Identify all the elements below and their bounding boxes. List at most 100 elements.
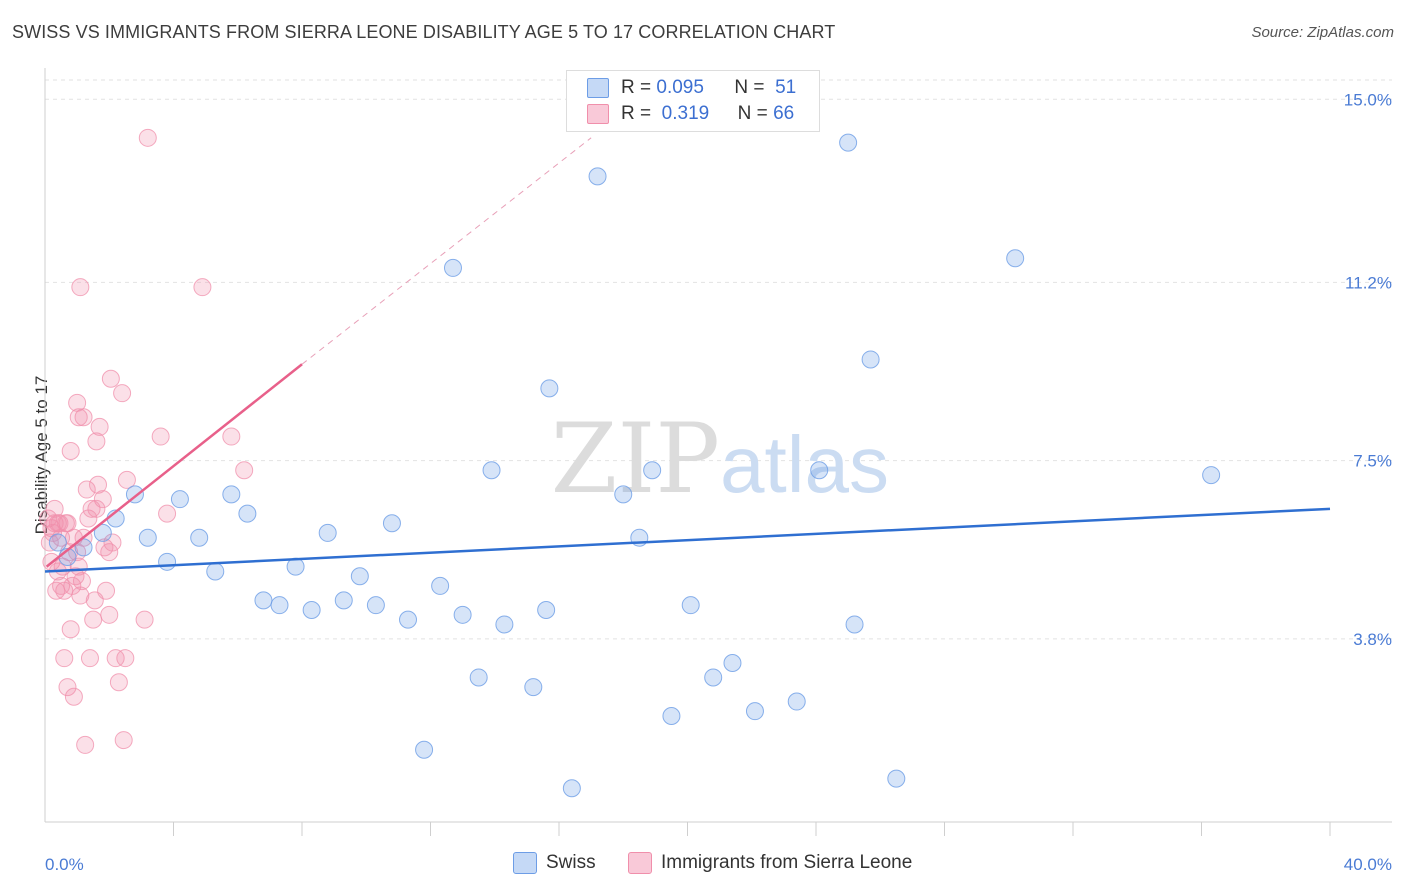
sierra-point bbox=[114, 731, 133, 750]
swiss-point bbox=[382, 514, 401, 533]
legend-row-sierra: R = 0.319 N = 66 bbox=[587, 102, 794, 126]
swiss-point bbox=[524, 678, 543, 697]
x-tick-label: 40.0% bbox=[1344, 855, 1392, 874]
swiss-point bbox=[787, 692, 806, 711]
swiss-trend-line bbox=[44, 507, 1331, 573]
legend-item-swiss[interactable]: Swiss bbox=[513, 852, 596, 874]
sierra-point bbox=[84, 610, 103, 629]
x-tick-label: 0.0% bbox=[45, 855, 84, 874]
sierra-r-label: R = bbox=[621, 103, 652, 124]
swiss-point bbox=[270, 596, 289, 615]
swiss-r-label: R = bbox=[621, 77, 652, 98]
swiss-legend-icon bbox=[513, 852, 537, 874]
swiss-point bbox=[643, 461, 662, 480]
sierra-point bbox=[222, 427, 241, 446]
chart-title: SWISS VS IMMIGRANTS FROM SIERRA LEONE DI… bbox=[12, 22, 836, 42]
sierra-point bbox=[71, 278, 90, 297]
swiss-point bbox=[190, 528, 209, 547]
sierra-point bbox=[76, 735, 95, 754]
swiss-point bbox=[537, 601, 556, 619]
swiss-point bbox=[861, 350, 880, 369]
sierra-point bbox=[193, 278, 212, 297]
sierra-n-value: 66 bbox=[773, 103, 795, 124]
swiss-point bbox=[745, 702, 764, 721]
sierra-point bbox=[72, 572, 91, 591]
trend-lines bbox=[44, 137, 1331, 573]
sierra-legend-label: Immigrants from Sierra Leone bbox=[661, 852, 913, 873]
swiss-legend-label: Swiss bbox=[546, 852, 596, 873]
sierra-point bbox=[113, 384, 132, 403]
sierra-point bbox=[117, 470, 136, 489]
sierra-point bbox=[151, 427, 170, 446]
swiss-n-label: N = bbox=[734, 77, 765, 98]
swiss-point bbox=[1202, 466, 1221, 485]
sierra-legend-icon bbox=[628, 852, 652, 874]
swiss-point bbox=[482, 461, 501, 480]
sierra-point bbox=[80, 649, 99, 668]
swiss-point bbox=[469, 668, 488, 687]
swiss-n-value: 51 bbox=[775, 77, 797, 98]
swiss-point bbox=[443, 258, 462, 277]
sierra-point bbox=[135, 610, 154, 629]
swiss-point bbox=[238, 504, 257, 523]
stats-legend: R = 0.095 N = 51 R = 0.319 N = 66 bbox=[566, 70, 820, 132]
source-credit: Source: ZipAtlas.com bbox=[1251, 24, 1394, 41]
sierra-point bbox=[106, 649, 125, 668]
sierra-point bbox=[100, 605, 119, 624]
y-tick-label: 3.8% bbox=[1353, 630, 1392, 649]
axes bbox=[44, 68, 1392, 836]
swiss-point bbox=[48, 533, 67, 552]
swiss-point bbox=[366, 596, 385, 615]
sierra-point bbox=[100, 543, 119, 562]
sierra-point bbox=[74, 408, 93, 427]
swiss-r-value: 0.095 bbox=[656, 77, 704, 98]
swiss-points bbox=[48, 133, 1221, 798]
sierra-point bbox=[71, 586, 90, 605]
sierra-point bbox=[61, 442, 80, 460]
sierra-trend-line bbox=[45, 363, 303, 568]
sierra-point bbox=[69, 408, 88, 427]
swiss-point bbox=[138, 528, 157, 547]
swiss-point bbox=[350, 567, 369, 586]
swiss-point bbox=[1006, 249, 1025, 268]
swiss-point bbox=[839, 133, 858, 152]
swiss-point bbox=[614, 485, 633, 504]
sierra-trend-extension bbox=[301, 137, 592, 365]
sierra-point bbox=[64, 687, 83, 706]
sierra-point bbox=[109, 673, 128, 692]
sierra-point bbox=[97, 581, 116, 600]
swiss-point bbox=[453, 605, 472, 624]
sierra-n-label: N = bbox=[737, 103, 768, 124]
y-tick-label: 7.5% bbox=[1353, 452, 1392, 471]
sierra-point bbox=[58, 678, 77, 697]
swiss-point bbox=[206, 562, 225, 581]
sierra-points bbox=[39, 128, 254, 754]
swiss-point bbox=[562, 779, 581, 798]
sierra-point bbox=[77, 480, 96, 499]
sierra-point bbox=[116, 649, 135, 668]
sierra-swatch-icon bbox=[587, 104, 609, 124]
swiss-point bbox=[704, 668, 723, 687]
swiss-point bbox=[588, 167, 607, 186]
swiss-point bbox=[662, 707, 681, 725]
sierra-point bbox=[55, 649, 74, 668]
swiss-point bbox=[540, 379, 559, 398]
watermark-zip: ZIP bbox=[551, 403, 720, 515]
sierra-point bbox=[138, 128, 157, 147]
y-tick-label: 11.2% bbox=[1345, 273, 1392, 292]
swiss-point bbox=[845, 615, 864, 634]
swiss-point bbox=[318, 523, 337, 542]
swiss-swatch-icon bbox=[587, 78, 609, 98]
sierra-point bbox=[89, 475, 108, 494]
y-tick-label: 15.0% bbox=[1344, 90, 1392, 109]
sierra-point bbox=[61, 620, 80, 639]
swiss-point bbox=[254, 591, 273, 610]
swiss-point bbox=[415, 740, 434, 759]
sierra-point bbox=[87, 499, 106, 518]
swiss-point bbox=[222, 485, 241, 504]
legend-item-sierra[interactable]: Immigrants from Sierra Leone bbox=[628, 852, 912, 874]
sierra-point bbox=[87, 432, 106, 451]
swiss-point bbox=[93, 523, 112, 542]
swiss-point bbox=[681, 596, 700, 615]
